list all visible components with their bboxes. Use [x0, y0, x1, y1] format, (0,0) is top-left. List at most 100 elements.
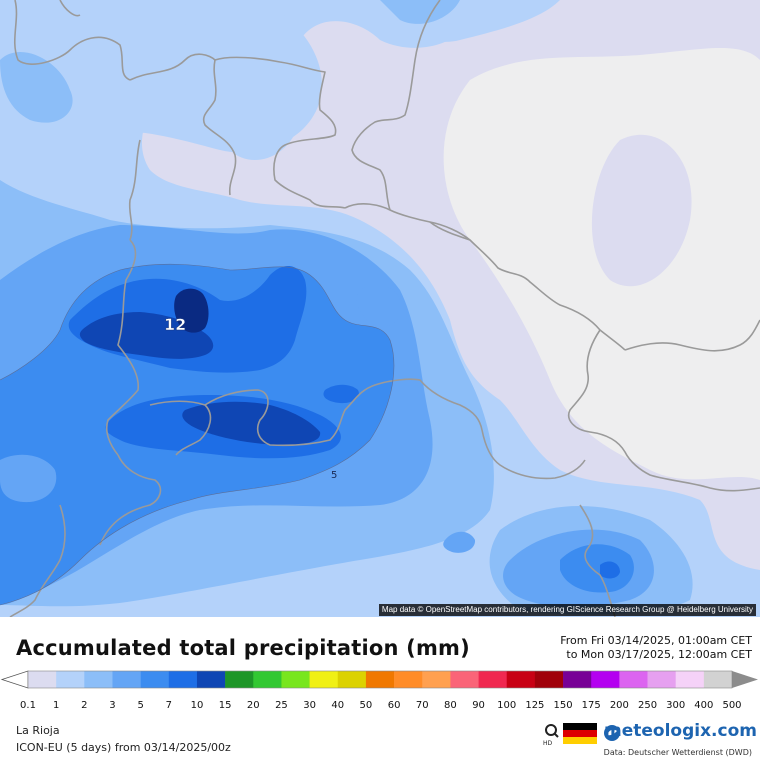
scale-swatch — [309, 671, 339, 688]
scale-tick-label: 400 — [694, 700, 713, 711]
border-line — [202, 59, 237, 196]
scale-tick-label: 0.1 — [20, 700, 36, 711]
scale-swatch — [168, 671, 198, 688]
scale-swatch — [647, 671, 676, 688]
scale-tick-label: 7 — [166, 700, 172, 711]
brand-area: HD — [541, 722, 756, 747]
scale-tick-label: 150 — [553, 700, 572, 711]
contour-line — [0, 263, 395, 481]
border-line — [128, 139, 141, 241]
scale-swatch — [422, 671, 451, 688]
precip-2mm-ne — [380, 0, 460, 24]
scale-swatch — [591, 671, 620, 688]
period-from: From Fri 03/14/2025, 01:00am CET — [560, 634, 752, 647]
contour-label-small: 5 — [331, 470, 337, 481]
magnifier-hd-icon[interactable]: HD — [543, 724, 559, 747]
scale-swatch — [619, 671, 648, 688]
scale-tick-label: 30 — [303, 700, 316, 711]
scale-swatch — [563, 671, 592, 688]
scale-swatch — [703, 671, 733, 688]
scale-swatch — [225, 671, 254, 688]
map-attribution: Map data © OpenStreetMap contributors, r… — [378, 604, 756, 616]
border-line — [344, 202, 626, 351]
precip-3mm-pt — [443, 531, 476, 553]
border-line — [99, 454, 162, 546]
border-line — [204, 378, 483, 447]
scale-swatch — [365, 671, 395, 688]
period-to: to Mon 03/17/2025, 12:00am CET — [566, 648, 752, 661]
scale-swatch — [28, 671, 57, 688]
border-line — [214, 56, 346, 209]
location-label: La Rioja — [16, 724, 60, 737]
scale-tick-label: 125 — [525, 700, 544, 711]
border-line — [9, 504, 66, 617]
color-scale: 0.1 1 2 3 5 7 10 15 20 25 30 40 50 60 70 80 90 100 125 150 1… — [0, 668, 760, 713]
scale-swatch — [450, 671, 479, 688]
scale-tick-label: 70 — [416, 700, 429, 711]
border-line — [429, 221, 471, 241]
precip-5mm-nw — [356, 284, 401, 327]
border-line — [624, 319, 760, 352]
scale-swatch — [337, 671, 367, 688]
scale-swatch — [506, 671, 536, 688]
contours — [0, 263, 395, 606]
scale-tick-label: 175 — [582, 700, 601, 711]
scale-swatch — [56, 671, 85, 688]
model-run-label: ICON-EU (5 days) from 03/14/2025/00z — [16, 741, 231, 754]
scale-tick-label: 100 — [497, 700, 516, 711]
scale-tick-label: 15 — [219, 700, 232, 711]
scale-tick-label: 200 — [610, 700, 629, 711]
border-line — [579, 504, 616, 617]
precip-1mm-n — [168, 0, 300, 160]
scale-tick-label: 60 — [388, 700, 401, 711]
meteologix-logo-icon[interactable] — [604, 725, 620, 741]
scale-swatch — [675, 671, 705, 688]
scale-tick-label: 5 — [137, 700, 143, 711]
scale-tick-label: 80 — [444, 700, 457, 711]
dry-patch — [591, 134, 692, 287]
contour-line — [0, 479, 301, 606]
germany-flag-icon — [563, 723, 597, 744]
scale-tick-label: 2 — [81, 700, 87, 711]
scale-tick-label: 90 — [472, 700, 485, 711]
border-line — [13, 0, 131, 81]
forecast-period: From Fri 03/14/2025, 01:00am CET to Mon … — [560, 634, 752, 662]
border-line — [149, 400, 212, 456]
scale-tick-label: 250 — [638, 700, 657, 711]
scale-tick-label: 1 — [53, 700, 59, 711]
precip-7mm-se — [600, 561, 620, 579]
border-line — [105, 239, 140, 456]
precip-5mm-se — [560, 544, 634, 593]
precip-7mm-dot — [177, 374, 200, 389]
border-line — [129, 53, 216, 81]
scale-swatch — [478, 671, 508, 688]
precipitation-map[interactable]: 12 5 Map data © OpenStreetMap contributo… — [0, 0, 760, 617]
precip-15mm — [174, 288, 209, 333]
legend-title: Accumulated total precipitation (mm) — [16, 636, 470, 660]
scale-arrow-low — [0, 670, 29, 689]
borders — [9, 0, 760, 617]
scale-tick-label: 40 — [331, 700, 344, 711]
data-source: Data: Deutscher Wetterdienst (DWD) — [603, 748, 752, 757]
scale-swatch — [534, 671, 564, 688]
brand-name[interactable]: meteologix.com — [604, 721, 757, 741]
precip-7mm-mid — [323, 384, 359, 404]
scale-tick-label: 20 — [247, 700, 260, 711]
scale-tick-label: 300 — [666, 700, 685, 711]
scale-tick-label: 3 — [109, 700, 115, 711]
scale-arrow-high — [732, 671, 758, 688]
scale-tick-label: 50 — [360, 700, 373, 711]
precip-5mm-w — [0, 454, 57, 503]
scale-outline — [27, 670, 733, 689]
scale-tick-label: 10 — [191, 700, 204, 711]
scale-swatch — [84, 671, 113, 688]
scale-tick-label: 500 — [722, 700, 741, 711]
border-line — [481, 429, 586, 480]
scale-swatch — [281, 671, 310, 688]
scale-swatch — [253, 671, 282, 688]
scale-swatch — [196, 671, 226, 688]
scale-swatch — [140, 671, 170, 688]
scale-tick-label: 25 — [275, 700, 288, 711]
hd-label: HD — [543, 740, 553, 746]
contour-label-max: 12 — [164, 315, 186, 334]
